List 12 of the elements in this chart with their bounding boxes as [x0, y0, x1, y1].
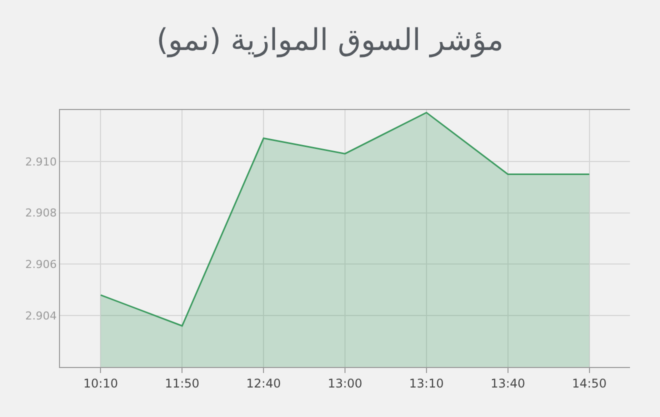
y-tick-label: 2.910: [25, 155, 57, 168]
chart-title: مؤشر السوق الموازية (نمو): [156, 23, 504, 58]
x-tick-label: 14:50: [572, 376, 607, 390]
x-tick-label: 13:40: [490, 376, 526, 390]
y-tick-label: 2.904: [25, 309, 57, 322]
x-tick-label: 13:10: [409, 376, 444, 390]
x-tick-label: 11:50: [164, 376, 200, 390]
x-tick-label: 10:10: [83, 376, 118, 390]
y-tick-label: 2.908: [25, 206, 57, 220]
x-tick-label: 13:00: [328, 376, 362, 390]
y-tick-label: 2.906: [25, 258, 57, 272]
x-tick-label: 12:40: [246, 376, 281, 390]
